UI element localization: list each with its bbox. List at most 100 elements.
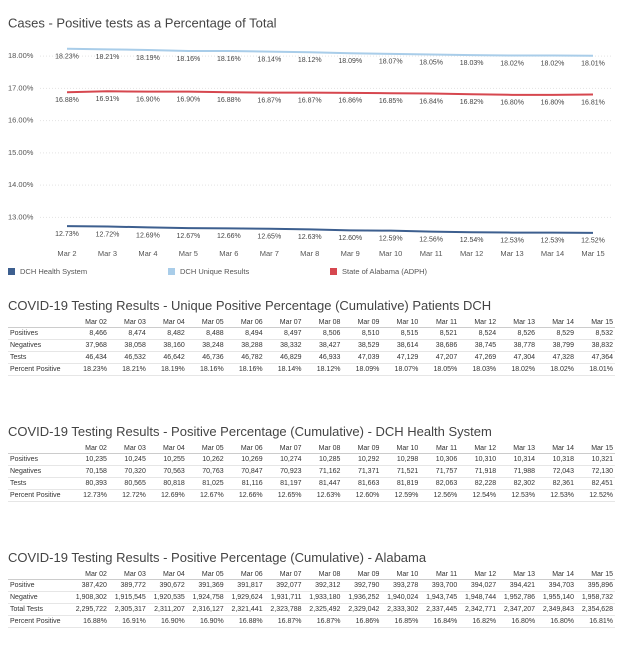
table-cell: 12.53% [498, 489, 538, 502]
data-label: 18.02% [541, 60, 565, 67]
table-cell: 2,325,492 [303, 603, 343, 616]
table-cell: 38,799 [537, 339, 576, 352]
table-cell: 392,077 [264, 579, 304, 592]
table-cell: 12.53% [537, 489, 576, 502]
column-header: Mar 04 [147, 570, 187, 580]
table-cell: 10,306 [420, 453, 460, 466]
table-row: Positives 10,235 10,245 10,255 10,262 10,269 1… [8, 453, 615, 466]
column-header: Mar 07 [264, 444, 304, 454]
table-cell: 392,790 [342, 579, 382, 592]
table-cell: 1,929,624 [225, 591, 265, 604]
table-cell: 8,494 [225, 327, 265, 340]
table-cell: 38,529 [342, 339, 382, 352]
column-header: Mar 02 [70, 318, 109, 328]
table-cell: 16.80% [537, 615, 576, 628]
table-cell: 82,063 [420, 477, 460, 490]
table-cell: 47,364 [575, 351, 615, 364]
data-label: 18.21% [96, 54, 120, 61]
table-cell: 16.91% [108, 615, 148, 628]
table-row: Tests 80,393 80,565 80,818 81,025 81,116 81,19… [8, 477, 615, 490]
table-title: COVID-19 Testing Results - Unique Positi… [8, 298, 492, 313]
table-cell: 2,323,788 [264, 603, 304, 616]
table-cell: 1,955,140 [537, 591, 576, 604]
data-label: 16.88% [217, 97, 241, 104]
table-cell: 18.14% [264, 363, 304, 376]
y-tick-label: 14.00% [8, 180, 34, 189]
table-cell: 8,474 [108, 327, 148, 340]
table-cell: 71,988 [498, 465, 538, 478]
table-row: Tests 46,434 46,532 46,642 46,736 46,782 46,82… [8, 351, 615, 364]
y-tick-label: 18.00% [8, 51, 34, 60]
legend-swatch [8, 268, 15, 275]
column-header: Mar 15 [575, 444, 615, 454]
data-label: 18.14% [257, 56, 281, 63]
table-cell: 8,524 [459, 327, 499, 340]
table-cell: 46,532 [108, 351, 148, 364]
column-header: Mar 07 [264, 318, 304, 328]
table-cell: 38,778 [498, 339, 538, 352]
column-header: Mar 09 [342, 570, 382, 580]
data-label: 12.63% [298, 234, 322, 241]
data-label: 16.87% [257, 97, 281, 104]
table-cell: 394,027 [459, 579, 499, 592]
table-cell: 1,933,180 [303, 591, 343, 604]
table-cell: 1,940,024 [381, 591, 421, 604]
table-cell: 395,896 [575, 579, 615, 592]
table-cell: 71,371 [342, 465, 382, 478]
legend-label: DCH Health System [20, 267, 87, 276]
data-label: 12.72% [96, 231, 120, 238]
table-cell: 47,328 [537, 351, 576, 364]
table-cell: 8,506 [303, 327, 343, 340]
x-tick-label: Mar 12 [460, 249, 483, 258]
table-cell: 47,039 [342, 351, 382, 364]
table-cell: 12.59% [381, 489, 421, 502]
column-header: Mar 14 [537, 318, 576, 328]
table-cell: 80,393 [70, 477, 109, 490]
table-cell: 2,337,445 [420, 603, 460, 616]
column-header: Mar 02 [70, 570, 109, 580]
table-cell: 10,274 [264, 453, 304, 466]
row-label: Percent Positive [8, 615, 70, 628]
table-cell: 8,529 [537, 327, 576, 340]
table-cell: 16.90% [147, 615, 187, 628]
table-cell: 82,451 [575, 477, 615, 490]
table-cell: 81,025 [186, 477, 226, 490]
data-label: 12.73% [55, 231, 79, 238]
header-row: Mar 02 Mar 03 Mar 04 Mar 05 Mar 06 Mar 07 Mar … [8, 318, 615, 328]
table-cell: 10,255 [147, 453, 187, 466]
data-label: 18.16% [177, 56, 201, 63]
table-block: COVID-19 Testing Results - Positive Perc… [8, 424, 615, 502]
y-tick-label: 17.00% [8, 83, 34, 92]
table-cell: 71,918 [459, 465, 499, 478]
legend-swatch [330, 268, 337, 275]
table-cell: 16.82% [459, 615, 499, 628]
data-label: 12.69% [136, 232, 160, 239]
table-cell: 394,703 [537, 579, 576, 592]
table-cell: 70,320 [108, 465, 148, 478]
table-block: COVID-19 Testing Results - Unique Positi… [8, 298, 615, 376]
data-label: 18.05% [419, 59, 443, 66]
table-cell: 394,421 [498, 579, 538, 592]
table-cell: 393,278 [381, 579, 421, 592]
table-cell: 71,757 [420, 465, 460, 478]
table-cell: 8,488 [186, 327, 226, 340]
table-cell: 12.60% [342, 489, 382, 502]
table-cell: 12.63% [303, 489, 343, 502]
table-cell: 46,829 [264, 351, 304, 364]
x-tick-label: Mar 5 [179, 249, 198, 258]
table-cell: 18.02% [537, 363, 576, 376]
data-label: 12.60% [338, 235, 362, 242]
table-cell: 38,745 [459, 339, 499, 352]
table-cell: 16.86% [342, 615, 382, 628]
column-header: Mar 05 [186, 444, 226, 454]
data-label: 18.07% [379, 59, 403, 66]
data-label: 18.19% [136, 55, 160, 62]
column-header: Mar 05 [186, 570, 226, 580]
data-table: Mar 02 Mar 03 Mar 04 Mar 05 Mar 06 Mar 07 Mar … [8, 318, 615, 376]
table-cell: 12.72% [108, 489, 148, 502]
table-block: COVID-19 Testing Results - Positive Perc… [8, 550, 615, 628]
series-line [66, 225, 594, 234]
column-header: Mar 11 [420, 444, 460, 454]
table-cell: 46,642 [147, 351, 187, 364]
